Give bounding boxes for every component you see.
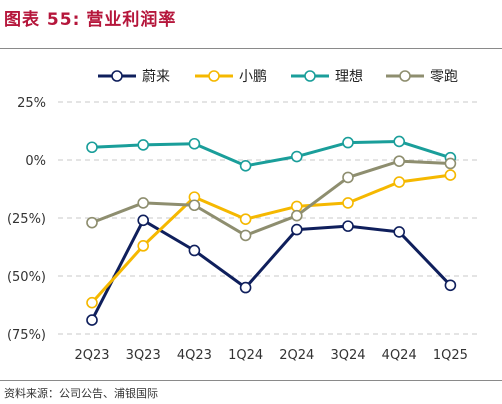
source-note: 资料来源：公司公告、浦银国际 <box>4 387 158 400</box>
data-point <box>86 141 98 154</box>
series-0 <box>86 214 457 326</box>
data-point <box>239 213 252 225</box>
figure-title: 图表 55: 营业利润率 <box>4 5 176 30</box>
data-point <box>393 176 406 188</box>
series-line <box>90 173 451 304</box>
series-line <box>91 139 451 168</box>
legend: 蔚来 小鹏 理想 零跑 <box>98 69 458 85</box>
x-tick-label: 2Q23 <box>74 348 109 363</box>
legend-marker <box>208 70 220 82</box>
series-line <box>90 218 452 321</box>
data-point <box>393 226 406 238</box>
grid-layer <box>58 101 480 335</box>
data-point <box>137 197 149 209</box>
data-point <box>444 169 457 181</box>
series-line <box>91 159 451 237</box>
series-1 <box>86 169 457 309</box>
data-point <box>393 135 406 148</box>
chart: 25%0%(25%)(50%)(75%) 2Q23 3Q23 4Q23 1Q24 2Q2… <box>7 69 480 363</box>
x-tick-label: 1Q24 <box>228 348 263 363</box>
legend-label: 理想 <box>335 69 363 85</box>
x-tick-label: 1Q25 <box>433 348 468 363</box>
x-tick-label: 4Q23 <box>177 348 212 363</box>
data-point <box>86 216 98 229</box>
y-tick-label: 0% <box>25 154 46 169</box>
y-tick-label: 25% <box>17 96 46 111</box>
legend-marker <box>111 70 123 82</box>
data-point <box>239 281 252 294</box>
legend-item: 蔚来 <box>98 69 170 85</box>
data-point <box>137 240 149 252</box>
x-tick-label: 3Q23 <box>126 348 161 363</box>
legend-item: 理想 <box>291 69 363 85</box>
y-tick-label: (75%) <box>7 328 46 343</box>
figure-title-text: 营业利润率 <box>86 10 177 30</box>
data-point <box>342 171 354 184</box>
top-rule <box>0 48 502 49</box>
data-point <box>239 160 252 172</box>
y-tick-label: (50%) <box>7 270 46 285</box>
data-point <box>342 220 354 232</box>
data-point <box>290 150 303 163</box>
data-point <box>86 314 98 326</box>
data-point <box>137 139 149 151</box>
data-point <box>86 296 98 309</box>
data-point <box>290 223 303 236</box>
legend-item: 小鹏 <box>195 69 267 85</box>
legend-label: 小鹏 <box>239 69 267 85</box>
data-point <box>188 137 201 150</box>
x-axis: 2Q23 3Q23 4Q23 1Q24 2Q24 3Q24 4Q24 1Q25 <box>74 348 467 363</box>
legend-marker <box>399 70 411 82</box>
legend-label: 蔚来 <box>142 69 170 85</box>
figure-label: 图表 55: <box>4 10 81 30</box>
series-layer <box>86 135 457 326</box>
data-point <box>393 155 406 167</box>
data-point <box>188 199 201 212</box>
y-tick-label: (25%) <box>7 212 46 227</box>
bottom-rule <box>0 380 502 381</box>
data-point <box>444 279 457 292</box>
legend-marker <box>304 70 316 82</box>
data-point <box>444 157 457 170</box>
series-3 <box>86 155 457 242</box>
data-point <box>342 197 354 209</box>
y-axis: 25% 0% (25%) (50%) (75%) <box>7 96 46 343</box>
data-point <box>342 136 354 149</box>
x-tick-label: 3Q24 <box>330 348 365 363</box>
data-point <box>239 229 252 242</box>
data-point <box>188 244 201 257</box>
x-tick-label: 2Q24 <box>279 348 314 363</box>
legend-label: 零跑 <box>430 69 458 85</box>
data-point <box>137 214 149 227</box>
legend-item: 零跑 <box>386 69 458 85</box>
x-tick-label: 4Q24 <box>382 348 417 363</box>
data-point <box>290 209 303 222</box>
